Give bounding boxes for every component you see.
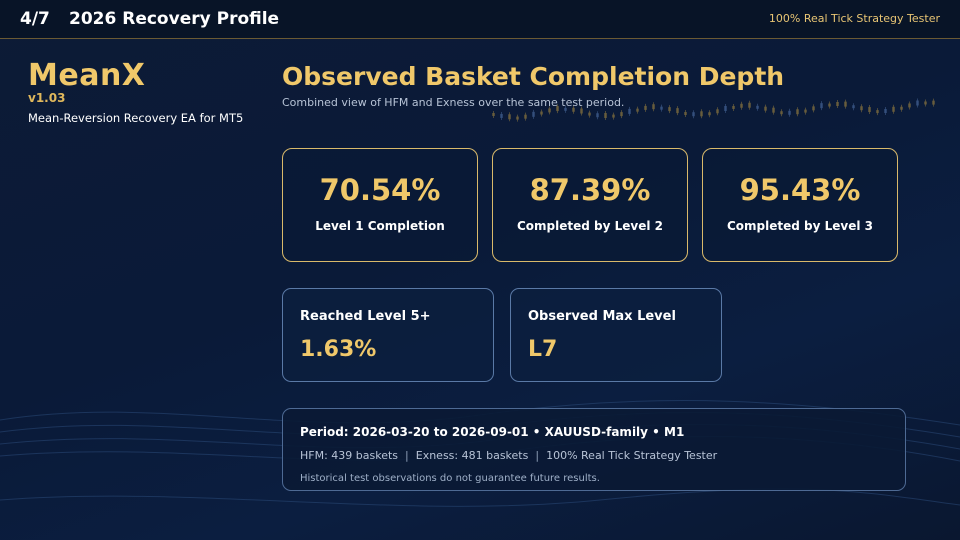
candle-body: [692, 112, 695, 117]
candle-body: [788, 110, 791, 115]
stat-value: 87.39%: [529, 173, 651, 207]
section-title: Observed Basket Completion Depth: [282, 62, 785, 91]
candle-body: [932, 100, 935, 105]
candle-body: [684, 112, 687, 116]
deck-title: 2026 Recovery Profile: [69, 9, 280, 29]
candle-body: [660, 106, 663, 110]
test-meta: HFM: 439 baskets | Exness: 481 baskets | 100…: [300, 449, 888, 462]
candle-body: [524, 114, 527, 119]
tester-mode: 100% Real Tick Strategy Tester: [546, 449, 718, 462]
separator: |: [405, 449, 409, 462]
tester-tag: 100% Real Tick Strategy Tester: [768, 12, 940, 25]
candle-body: [908, 103, 911, 108]
candle-body: [836, 101, 839, 106]
candle-body: [860, 106, 863, 111]
candle-body: [716, 109, 719, 114]
candle-body: [852, 105, 855, 109]
separator: |: [535, 449, 540, 462]
candle-body: [748, 102, 751, 108]
candle-body: [884, 109, 887, 114]
candle-body: [628, 108, 631, 114]
candle-body: [636, 108, 639, 112]
candle-body: [796, 109, 799, 115]
candle-body: [812, 106, 815, 111]
candle-body: [780, 111, 783, 115]
exness-baskets: Exness: 481 baskets: [415, 449, 529, 462]
section-subtitle: Combined view of HFM and Exness over the…: [282, 96, 625, 109]
candle-body: [676, 108, 679, 114]
candle-body: [516, 116, 519, 120]
candle-body: [588, 112, 591, 116]
stat-label: Completed by Level 3: [726, 219, 873, 233]
stat-card-level5: Reached Level 5+ 1.63%: [282, 288, 494, 382]
stat-label: Reached Level 5+: [300, 309, 431, 324]
brand-description: Mean-Reversion Recovery EA for MT5: [28, 111, 244, 125]
candle-body: [620, 112, 623, 117]
candle-body: [532, 111, 535, 117]
candle-body: [508, 114, 511, 120]
candle-body: [732, 105, 735, 109]
stat-value: L7: [528, 337, 558, 362]
candle-body: [916, 100, 919, 106]
candle-body: [724, 105, 727, 111]
stat-label: Completed by Level 2: [516, 219, 663, 233]
candle-body: [700, 111, 703, 117]
stat-label: Level 1 Completion: [315, 219, 445, 233]
stat-card-level3: 95.43% Completed by Level 3: [702, 148, 898, 262]
stat-value: 70.54%: [319, 173, 441, 207]
candle-body: [804, 109, 807, 113]
candle-body: [580, 108, 583, 114]
candle-body: [644, 105, 647, 110]
candle-body: [708, 112, 711, 116]
candle-body: [596, 113, 599, 118]
page-indicator: 4/7: [20, 9, 50, 29]
candle-body: [740, 103, 743, 108]
stat-card-max-level: Observed Max Level L7: [510, 288, 722, 382]
candle-body: [764, 106, 767, 111]
stat-label: Observed Max Level: [528, 309, 676, 324]
candle-body: [548, 108, 551, 113]
candle-body: [604, 112, 607, 118]
candle-body: [612, 114, 615, 118]
candle-body: [540, 111, 543, 115]
candle-body: [772, 107, 775, 113]
stat-value: 95.43%: [739, 173, 861, 207]
candle-body: [820, 103, 823, 109]
candle-body: [892, 106, 895, 112]
candle-body: [900, 106, 903, 110]
brand-name: MeanX: [28, 58, 146, 93]
test-period: Period: 2026-03-20 to 2026-09-01 • XAUUS…: [300, 425, 685, 439]
candle-body: [876, 110, 879, 114]
candle-body: [924, 101, 927, 105]
candle-body: [868, 107, 871, 113]
brand-version: v1.03: [28, 91, 66, 105]
hfm-baskets: HFM: 439 baskets: [300, 449, 399, 462]
candle-body: [492, 113, 495, 116]
candle-body: [756, 105, 759, 109]
candle-body: [652, 104, 655, 110]
candle-body: [500, 113, 503, 118]
candle-body: [844, 101, 847, 107]
top-bar: 4/7 2026 Recovery Profile 100% Real Tick…: [0, 0, 960, 39]
stat-card-level2: 87.39% Completed by Level 2: [492, 148, 688, 262]
stat-value: 1.63%: [300, 337, 377, 362]
stat-card-level1: 70.54% Level 1 Completion: [282, 148, 478, 262]
candle-body: [668, 107, 671, 112]
candle-body: [828, 103, 831, 107]
disclaimer: Historical test observations do not guar…: [300, 473, 600, 484]
test-info-box: Period: 2026-03-20 to 2026-09-01 • XAUUS…: [282, 408, 906, 491]
